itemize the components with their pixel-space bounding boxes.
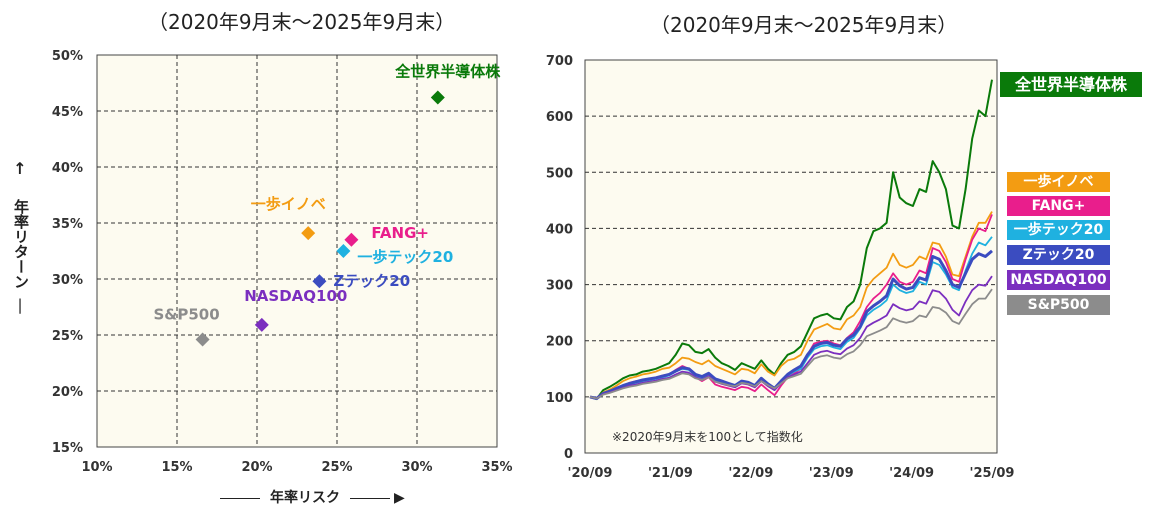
scatter-y-tick-label: 40%	[52, 161, 83, 176]
scatter-point	[312, 274, 327, 289]
scatter-point-label: 一歩テック20	[357, 248, 453, 266]
line-series	[589, 79, 993, 401]
line-series	[589, 249, 993, 400]
line-y-tick-label: 0	[564, 447, 573, 462]
scatter-point-label: 全世界半導体株	[394, 63, 501, 81]
scatter-point	[336, 244, 351, 258]
line-chart-note: ※2020年9月末を100として指数化	[612, 429, 803, 444]
line-chart-title: （2020年9月末～2025年9月末）	[650, 13, 958, 37]
legend-item-fang-plus: FANG+	[1007, 196, 1110, 216]
scatter-x-axis-label: 年率リスク ▶	[210, 487, 405, 507]
scatter-point-label: S&P500	[153, 305, 219, 323]
line-x-tick-label: '22/09	[728, 466, 773, 481]
line-y-tick-label: 500	[546, 166, 573, 181]
scatter-y-tick-label: 20%	[52, 385, 83, 400]
scatter-y-tick-label: 35%	[52, 217, 83, 232]
scatter-x-tick-label: 10%	[81, 460, 112, 475]
scatter-x-tick-label: 20%	[241, 460, 272, 475]
scatter-y-tick-label: 45%	[52, 105, 83, 120]
line-x-tick-label: '23/09	[809, 466, 854, 481]
line-y-tick-label: 300	[546, 279, 573, 294]
scatter-point	[301, 226, 316, 241]
scatter-y-tick-label: 25%	[52, 329, 83, 344]
line-y-tick-label: 600	[546, 110, 573, 125]
legend-item-z-tech20: Zテック20	[1007, 245, 1110, 265]
scatter-point	[430, 90, 445, 105]
scatter-x-tick-label: 30%	[401, 460, 432, 475]
scatter-y-axis-label: ↑ 年率リターン |	[12, 159, 30, 314]
scatter-x-tick-label: 15%	[161, 460, 192, 475]
legend-item-ippo-tech20: 一歩テック20	[1007, 220, 1110, 240]
scatter-point-label: NASDAQ100	[244, 287, 347, 305]
scatter-point	[254, 317, 269, 332]
legend-item-ippo-innov: 一歩イノベ	[1007, 172, 1110, 192]
line-series	[589, 288, 993, 400]
line-x-tick-label: '25/09	[970, 466, 1015, 481]
line-y-tick-label: 100	[546, 391, 573, 406]
line-x-tick-label: '21/09	[648, 466, 693, 481]
scatter-y-tick-label: 15%	[52, 441, 83, 456]
line-series	[589, 211, 993, 400]
scatter-point-label: 一歩イノベ	[251, 195, 326, 213]
legend-item-sp500: S&P500	[1007, 295, 1110, 315]
line-x-tick-label: '20/09	[568, 466, 613, 481]
scatter-x-tick-label: 35%	[481, 460, 512, 475]
scatter-point	[344, 232, 359, 247]
scatter-plot-area	[96, 54, 498, 448]
scatter-y-tick-label: 50%	[52, 49, 83, 64]
line-y-tick-label: 700	[546, 54, 573, 69]
scatter-point	[195, 332, 210, 347]
scatter-point-label: FANG+	[371, 224, 429, 242]
legend-item-nasdaq100: NASDAQ100	[1007, 270, 1110, 290]
line-x-tick-label: '24/09	[889, 466, 934, 481]
scatter-y-tick-label: 30%	[52, 273, 83, 288]
line-plot-area	[584, 59, 998, 454]
line-y-tick-label: 200	[546, 335, 573, 350]
scatter-point-label: Zテック20	[333, 272, 410, 290]
legend-item-semiconductor: 全世界半導体株	[1000, 72, 1142, 97]
scatter-x-tick-label: 25%	[321, 460, 352, 475]
line-y-tick-label: 400	[546, 222, 573, 237]
scatter-chart-title: （2020年9月末～2025年9月末）	[148, 10, 456, 34]
line-series	[589, 275, 993, 400]
